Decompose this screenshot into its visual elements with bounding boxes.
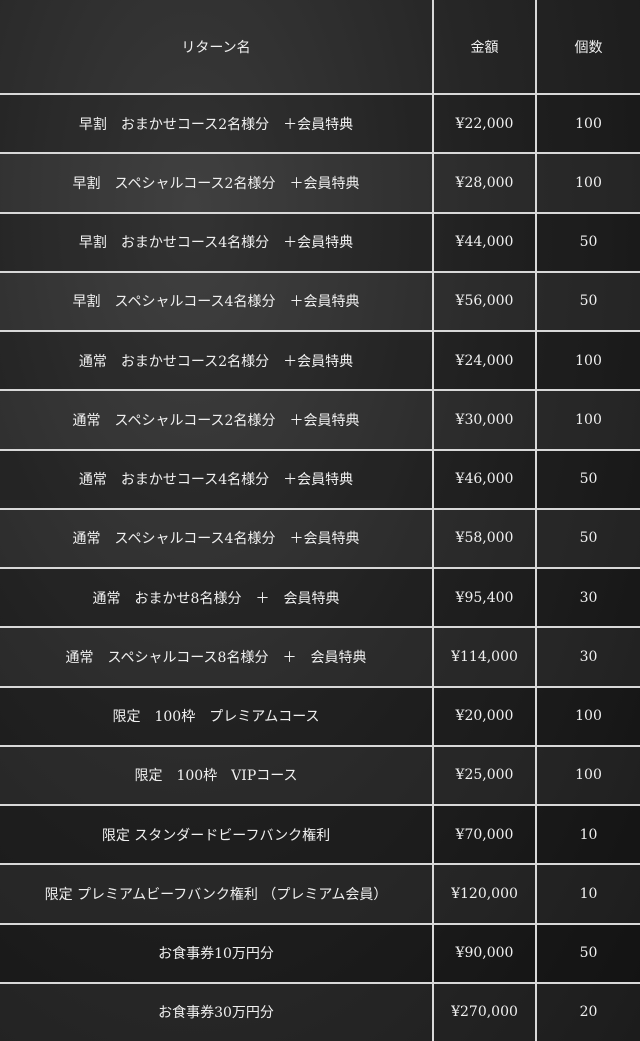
price-cell: ¥46,000	[432, 448, 537, 510]
price-cell: ¥58,000	[432, 507, 537, 570]
table-row: 限定 プレミアムビーフバンク権利 （プレミアム会員） ¥120,000 10	[0, 863, 640, 925]
table-row: 通常 おまかせコース4名様分 ＋会員特典 ¥46,000 50	[0, 448, 640, 510]
table-row: 通常 おまかせコース2名様分 ＋会員特典 ¥24,000 100	[0, 329, 640, 392]
return-name-cell: 限定 スタンダードビーフバンク権利	[0, 803, 434, 866]
table-row: 通常 おまかせ8名様分 ＋ 会員特典 ¥95,400 30	[0, 566, 640, 629]
table-row: 限定 100枠 VIPコース ¥25,000 100	[0, 744, 640, 807]
quantity-cell: 30	[535, 626, 640, 688]
quantity-cell: 10	[535, 803, 640, 866]
table-row: お食事券30万円分 ¥270,000 20	[0, 981, 640, 1041]
price-cell: ¥22,000	[432, 92, 537, 155]
return-name-cell: 通常 おまかせコース2名様分 ＋会員特典	[0, 329, 434, 392]
quantity-cell: 100	[535, 744, 640, 807]
return-name-cell: お食事券30万円分	[0, 981, 434, 1041]
price-cell: ¥114,000	[432, 626, 537, 688]
table-row: 早割 おまかせコース2名様分 ＋会員特典 ¥22,000 100	[0, 92, 640, 155]
table-row: 限定 スタンダードビーフバンク権利 ¥70,000 10	[0, 803, 640, 866]
quantity-cell: 100	[535, 685, 640, 747]
header-price: 金額	[432, 0, 537, 95]
price-cell: ¥20,000	[432, 685, 537, 747]
price-cell: ¥56,000	[432, 270, 537, 333]
quantity-cell: 50	[535, 507, 640, 570]
table-row: 早割 スペシャルコース4名様分 ＋会員特典 ¥56,000 50	[0, 270, 640, 333]
return-name-cell: 通常 おまかせ8名様分 ＋ 会員特典	[0, 566, 434, 629]
table-row: お食事券10万円分 ¥90,000 50	[0, 922, 640, 984]
return-name-cell: お食事券10万円分	[0, 922, 434, 984]
return-name-cell: 早割 おまかせコース4名様分 ＋会員特典	[0, 211, 434, 273]
quantity-cell: 50	[535, 211, 640, 273]
price-cell: ¥270,000	[432, 981, 537, 1041]
table-row: 通常 スペシャルコース4名様分 ＋会員特典 ¥58,000 50	[0, 507, 640, 570]
price-cell: ¥95,400	[432, 566, 537, 629]
return-name-cell: 限定 プレミアムビーフバンク権利 （プレミアム会員）	[0, 863, 434, 925]
table-row: 限定 100枠 プレミアムコース ¥20,000 100	[0, 685, 640, 747]
return-name-cell: 早割 おまかせコース2名様分 ＋会員特典	[0, 92, 434, 155]
quantity-cell: 30	[535, 566, 640, 629]
header-quantity: 個数	[535, 0, 640, 95]
price-cell: ¥30,000	[432, 389, 537, 451]
return-name-cell: 通常 スペシャルコース2名様分 ＋会員特典	[0, 389, 434, 451]
quantity-cell: 50	[535, 270, 640, 333]
price-cell: ¥25,000	[432, 744, 537, 807]
table-row: 早割 スペシャルコース2名様分 ＋会員特典 ¥28,000 100	[0, 152, 640, 214]
return-name-cell: 早割 スペシャルコース4名様分 ＋会員特典	[0, 270, 434, 333]
table-row: 通常 スペシャルコース8名様分 ＋ 会員特典 ¥114,000 30	[0, 626, 640, 688]
return-name-cell: 通常 おまかせコース4名様分 ＋会員特典	[0, 448, 434, 510]
return-name-cell: 通常 スペシャルコース8名様分 ＋ 会員特典	[0, 626, 434, 688]
quantity-cell: 50	[535, 922, 640, 984]
quantity-cell: 50	[535, 448, 640, 510]
price-cell: ¥90,000	[432, 922, 537, 984]
quantity-cell: 100	[535, 389, 640, 451]
price-cell: ¥120,000	[432, 863, 537, 925]
price-cell: ¥28,000	[432, 152, 537, 214]
quantity-cell: 20	[535, 981, 640, 1041]
return-name-cell: 早割 スペシャルコース2名様分 ＋会員特典	[0, 152, 434, 214]
quantity-cell: 100	[535, 329, 640, 392]
header-row: リターン名 金額 個数	[0, 0, 640, 95]
table-row: 早割 おまかせコース4名様分 ＋会員特典 ¥44,000 50	[0, 211, 640, 273]
header-return-name: リターン名	[0, 0, 434, 95]
price-cell: ¥70,000	[432, 803, 537, 866]
return-name-cell: 限定 100枠 プレミアムコース	[0, 685, 434, 747]
table-row: 通常 スペシャルコース2名様分 ＋会員特典 ¥30,000 100	[0, 389, 640, 451]
return-name-cell: 限定 100枠 VIPコース	[0, 744, 434, 807]
quantity-cell: 100	[535, 92, 640, 155]
quantity-cell: 10	[535, 863, 640, 925]
quantity-cell: 100	[535, 152, 640, 214]
price-cell: ¥44,000	[432, 211, 537, 273]
return-name-cell: 通常 スペシャルコース4名様分 ＋会員特典	[0, 507, 434, 570]
price-cell: ¥24,000	[432, 329, 537, 392]
